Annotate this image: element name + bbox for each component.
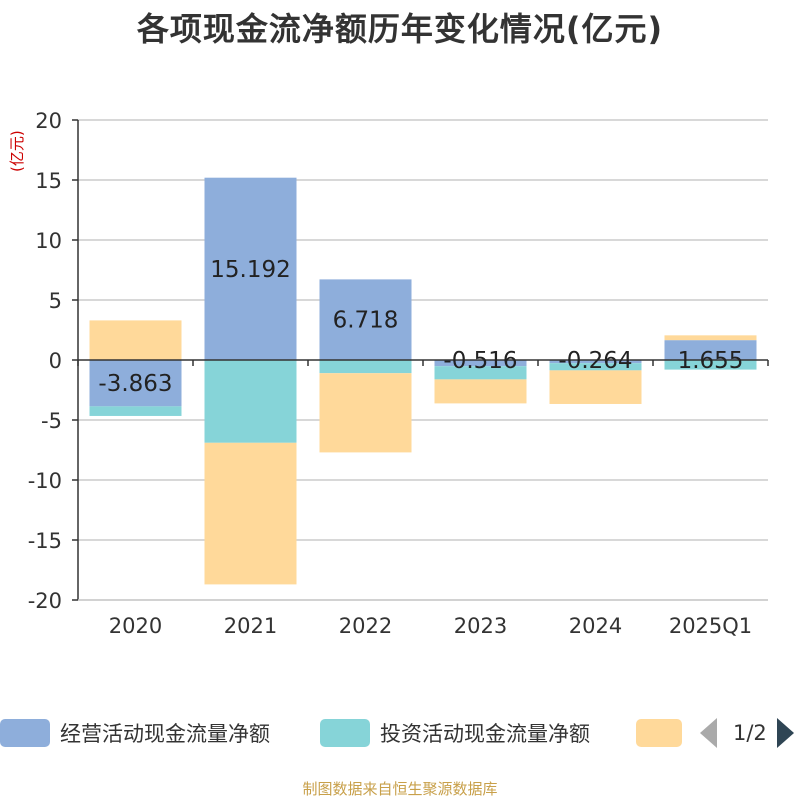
legend: 经营活动现金流量净额 投资活动现金流量净额 1/2 (0, 712, 800, 758)
chart-title: 各项现金流净额历年变化情况(亿元) (136, 10, 664, 48)
legend-label-operating: 经营活动现金流量净额 (60, 722, 270, 746)
data-source-note: 制图数据来自恒生聚源数据库 (302, 780, 498, 798)
y-axis-unit-label: (亿元) (8, 130, 26, 172)
bar-series-3 (89, 320, 182, 360)
bar-series-1 (549, 360, 642, 364)
data-label: -3.863 (98, 371, 172, 397)
bar-series-1 (204, 177, 297, 360)
y-tick-label: -5 (41, 409, 62, 433)
previous-page-icon[interactable] (700, 718, 717, 748)
bar-series-2 (549, 363, 642, 371)
y-tick-label: -20 (28, 589, 62, 613)
legend-swatch-operating (0, 719, 50, 747)
x-tick-label: 2020 (109, 614, 162, 638)
legend-page-indicator: 1/2 (733, 721, 767, 745)
bar-series-2 (204, 360, 297, 443)
legend-label-investing: 投资活动现金流量净额 (380, 722, 590, 746)
bar-series-1 (89, 360, 182, 407)
bar-series-3 (549, 370, 642, 404)
data-label: 1.655 (678, 348, 744, 374)
bar-series-3 (664, 335, 757, 341)
y-tick-label: -15 (28, 529, 62, 553)
legend-swatch-financing (636, 719, 682, 747)
legend-pager: 1/2 (700, 718, 794, 748)
bar-series-1 (319, 279, 412, 360)
data-label: -0.264 (558, 348, 632, 374)
data-label: 6.718 (333, 308, 399, 334)
y-tick-label: -10 (28, 469, 62, 493)
bar-series-3 (434, 379, 527, 404)
next-page-icon[interactable] (776, 718, 794, 748)
bar-series-1 (664, 340, 757, 360)
data-label: -0.516 (443, 348, 517, 374)
bar-series-2 (434, 366, 527, 380)
legend-swatch-investing (320, 719, 370, 747)
y-tick-label: 0 (49, 349, 62, 373)
x-tick-label: 2022 (339, 614, 392, 638)
y-axis-unit: (亿元) (8, 130, 26, 172)
y-tick-label: 5 (49, 289, 62, 313)
bar-series-2 (89, 406, 182, 416)
data-label: 15.192 (210, 257, 290, 283)
y-tick-label: 10 (35, 229, 62, 253)
bar-series-2 (664, 360, 757, 370)
y-tick-label: 20 (35, 109, 62, 133)
bar-series-3 (204, 442, 297, 585)
bar-series-1 (434, 360, 527, 367)
legend-item-investing[interactable]: 投资活动现金流量净额 (320, 718, 590, 748)
x-tick-label: 2025Q1 (669, 614, 752, 638)
x-tick-label: 2021 (224, 614, 277, 638)
bar-series-3 (319, 373, 412, 453)
bar-series-2 (319, 360, 412, 374)
bar-chart: 20 15 10 5 0 -5 -10 -15 -20 2020 2021 2022 2023 2024 2… (28, 109, 769, 638)
legend-item-financing[interactable] (636, 718, 692, 748)
x-tick-label: 2024 (569, 614, 622, 638)
legend-item-operating[interactable]: 经营活动现金流量净额 (0, 718, 270, 748)
y-tick-label: 15 (35, 169, 62, 193)
x-tick-label: 2023 (454, 614, 507, 638)
